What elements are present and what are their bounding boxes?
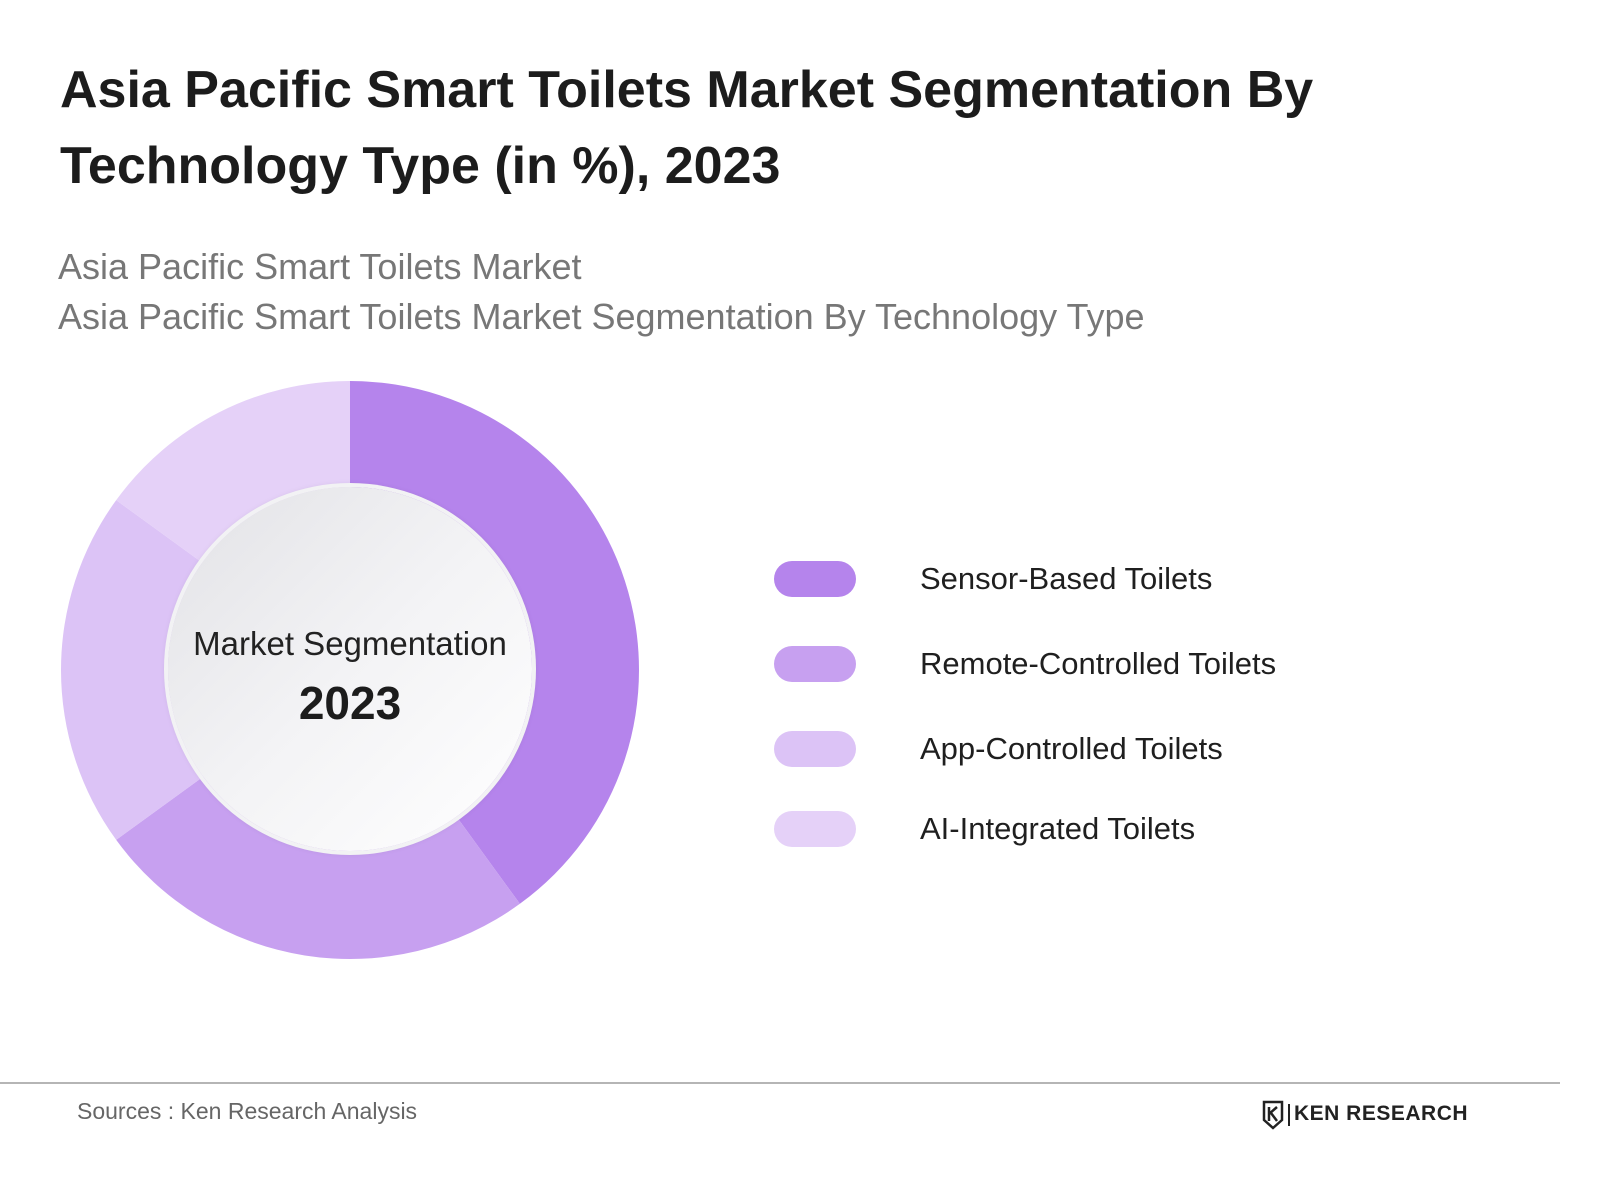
legend-item-ai-integrated-toilets: AI-Integrated Toilets bbox=[774, 810, 1374, 848]
donut-chart bbox=[60, 381, 640, 959]
donut-center-year: 2023 bbox=[298, 677, 402, 729]
donut-center-disc bbox=[168, 487, 532, 851]
legend-swatch-app-controlled-toilets bbox=[774, 731, 856, 767]
ken-research-k-icon bbox=[1262, 1100, 1284, 1130]
legend-item-app-controlled-toilets: App-Controlled Toilets bbox=[774, 730, 1374, 768]
logo-text: KEN RESEARCH bbox=[1294, 1102, 1469, 1125]
legend-swatch-sensor-based-toilets bbox=[774, 561, 856, 597]
donut-slice-app-controlled-toilets bbox=[60, 500, 206, 840]
ken-research-logo: KEN RESEARCH bbox=[1262, 1100, 1482, 1134]
legend-swatch-remote-controlled-toilets bbox=[774, 646, 856, 682]
donut-center-label: Market Segmentation bbox=[193, 625, 507, 662]
footer-divider bbox=[0, 1082, 1560, 1084]
legend-item-remote-controlled-toilets: Remote-Controlled Toilets bbox=[774, 645, 1374, 683]
logo-separator bbox=[1288, 1104, 1290, 1126]
source-note: Sources : Ken Research Analysis bbox=[77, 1098, 418, 1124]
legend-swatch-ai-integrated-toilets bbox=[774, 811, 856, 847]
subtitle-line-1: Asia Pacific Smart Toilets Market bbox=[58, 246, 582, 287]
legend-label-remote-controlled-toilets: Remote-Controlled Toilets bbox=[920, 646, 1277, 681]
chart-title: Asia Pacific Smart Toilets Market Segmen… bbox=[60, 61, 1314, 195]
legend-label-sensor-based-toilets: Sensor-Based Toilets bbox=[920, 561, 1213, 596]
chart-subtitle: Asia Pacific Smart Toilets Market Asia P… bbox=[58, 242, 1458, 342]
legend-item-sensor-based-toilets: Sensor-Based Toilets bbox=[774, 560, 1374, 598]
donut-slice-ai-integrated-toilets bbox=[116, 381, 350, 566]
subtitle-line-2: Asia Pacific Smart Toilets Market Segmen… bbox=[58, 296, 1145, 337]
legend-label-app-controlled-toilets: App-Controlled Toilets bbox=[920, 731, 1223, 766]
donut-slice-remote-controlled-toilets bbox=[116, 774, 520, 959]
legend-label-ai-integrated-toilets: AI-Integrated Toilets bbox=[920, 811, 1196, 846]
donut-slice-sensor-based-toilets bbox=[350, 381, 640, 904]
